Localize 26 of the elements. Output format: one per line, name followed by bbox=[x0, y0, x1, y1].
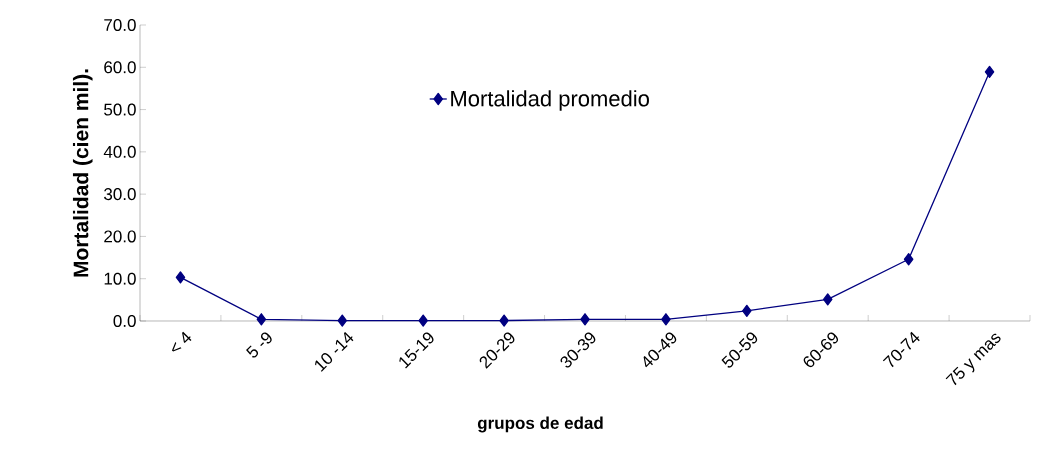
point bbox=[984, 65, 995, 79]
point bbox=[175, 271, 186, 284]
point bbox=[499, 314, 509, 327]
x-tick-label: 10 -14 bbox=[315, 331, 354, 372]
y-tick-label: 0.0 bbox=[113, 314, 136, 328]
y-tick-label: 70.0 bbox=[104, 18, 136, 32]
y-tick-label: 50.0 bbox=[104, 103, 136, 116]
point bbox=[256, 313, 267, 326]
point bbox=[822, 293, 833, 306]
legend-label: Mortalidad promedio bbox=[451, 90, 649, 111]
y-tick-label: 30.0 bbox=[104, 188, 136, 201]
point bbox=[418, 314, 428, 327]
x-tick-label: 75 y mas bbox=[945, 333, 1001, 386]
y-tick-label: 10.0 bbox=[104, 272, 136, 285]
y-axis-title: Mortalidad (cien mil). bbox=[72, 69, 93, 277]
x-tick-label: 5 -9 bbox=[246, 332, 272, 358]
x-tick-label: < 4 bbox=[171, 331, 192, 352]
point bbox=[580, 313, 590, 326]
point bbox=[337, 314, 348, 327]
x-axis-title: grupos de edad bbox=[477, 416, 603, 433]
y-tick-label: 40.0 bbox=[103, 145, 136, 158]
y-tick-label: 60.0 bbox=[104, 61, 136, 74]
point bbox=[742, 304, 752, 317]
point bbox=[903, 253, 914, 266]
y-tick-label: 20.0 bbox=[104, 230, 136, 243]
point bbox=[661, 313, 671, 326]
